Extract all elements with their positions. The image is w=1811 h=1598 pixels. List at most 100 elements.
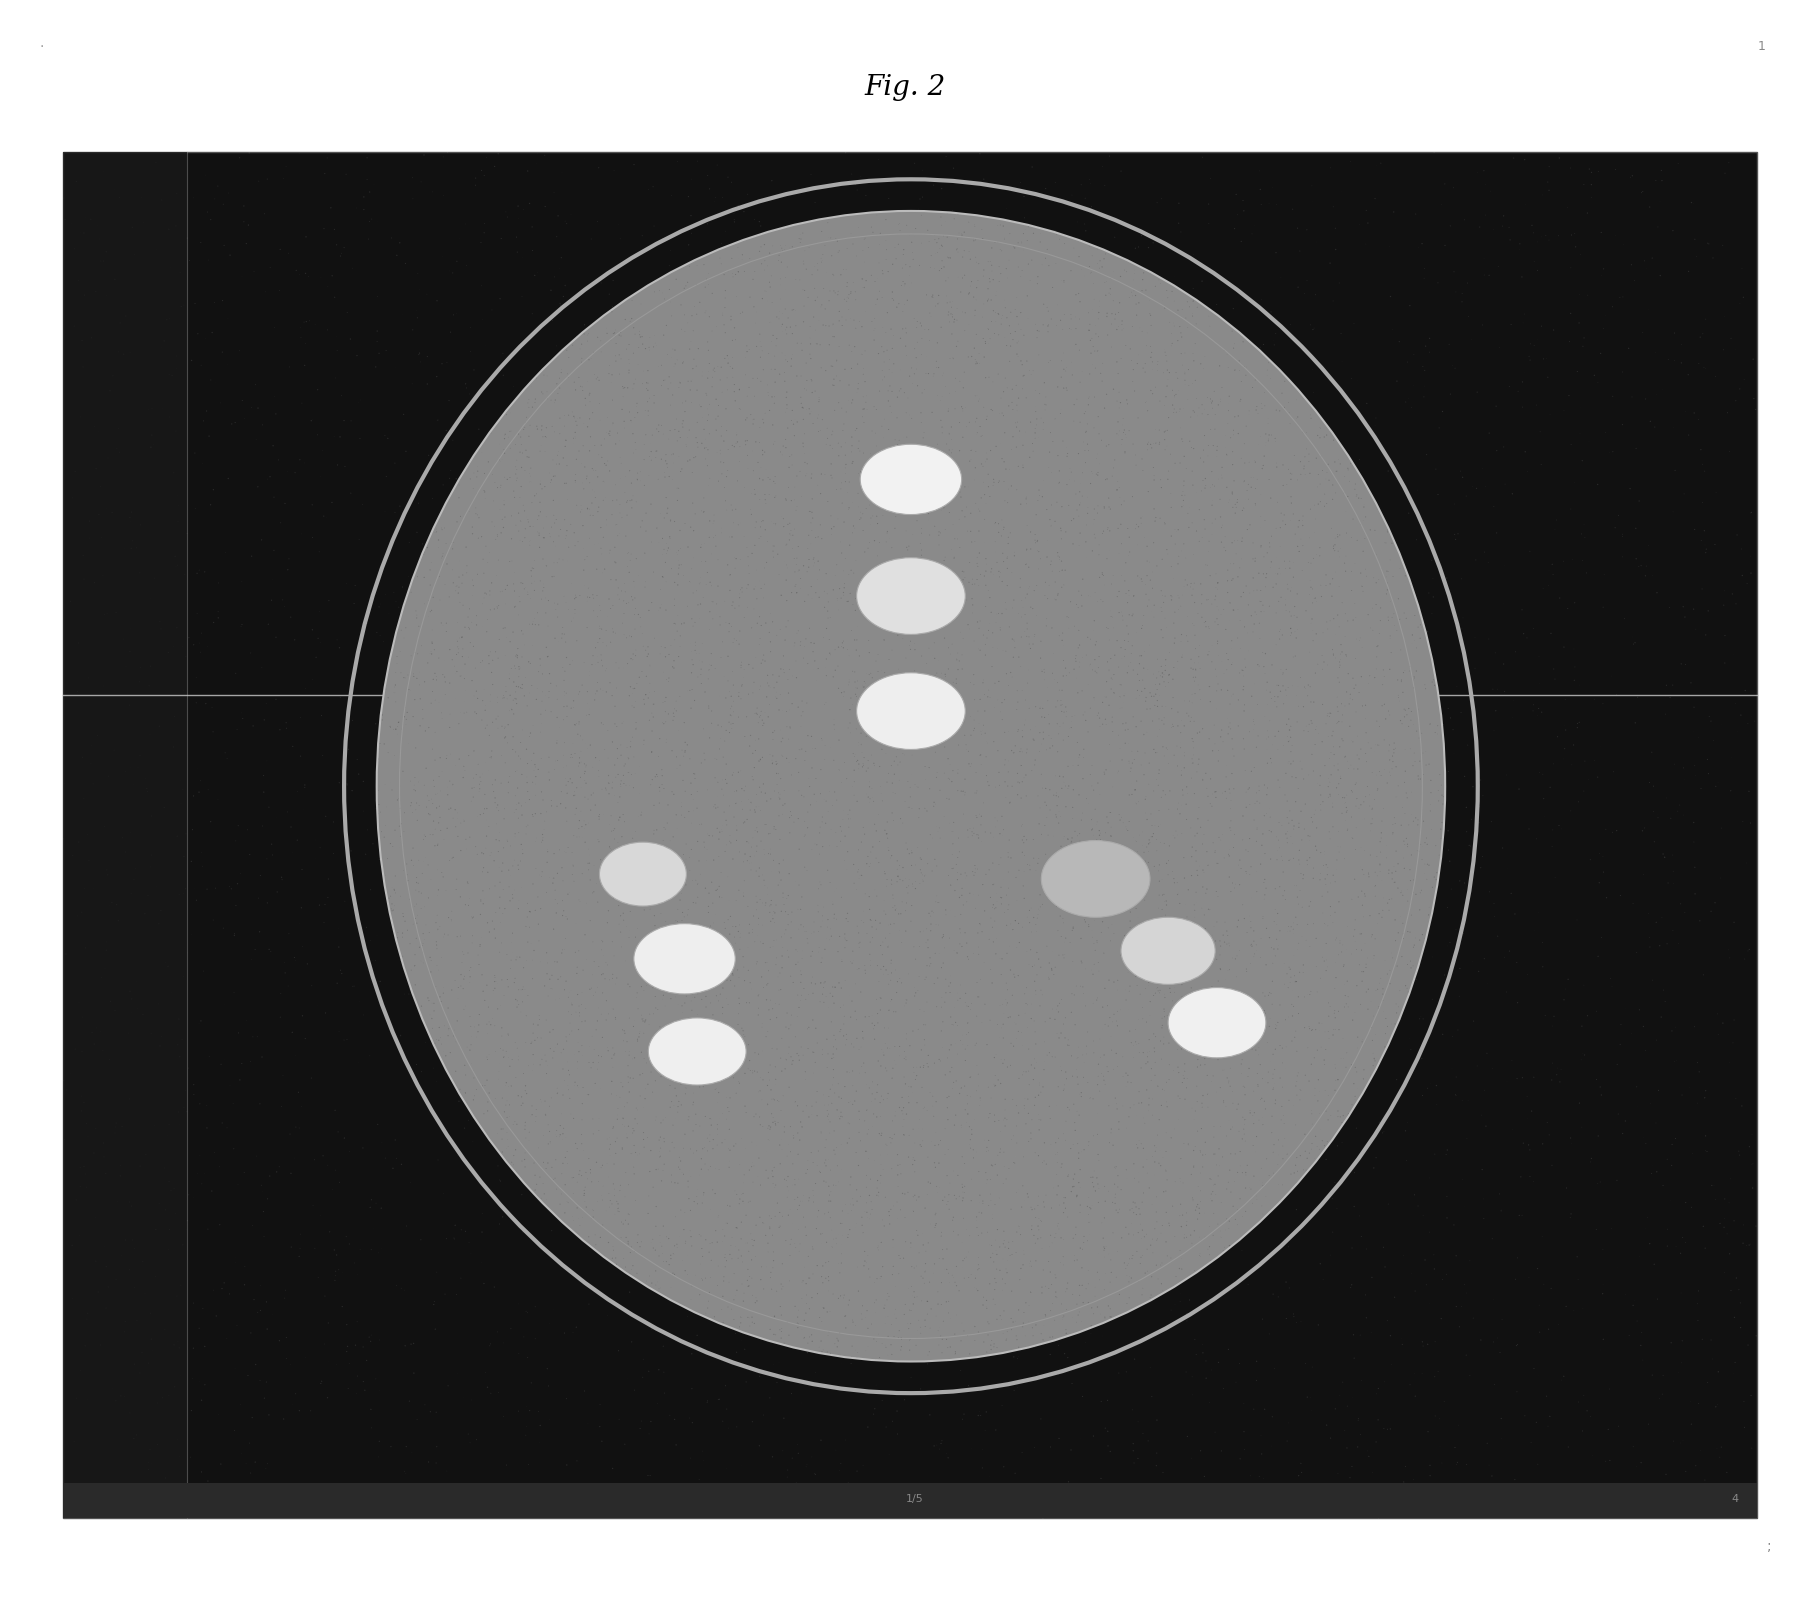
Point (1219, 834, 1248, 860)
Point (1215, 930, 1244, 956)
Point (228, 569, 257, 594)
Point (1369, 976, 1398, 1002)
Point (710, 1242, 739, 1267)
Point (1190, 507, 1219, 532)
Point (1246, 503, 1275, 529)
Point (1201, 935, 1230, 960)
Point (735, 911, 764, 936)
Point (663, 521, 692, 547)
Point (637, 422, 666, 447)
Point (1385, 556, 1414, 582)
Point (1047, 687, 1076, 713)
Point (561, 999, 590, 1024)
Point (525, 521, 554, 547)
Point (541, 730, 570, 756)
Point (1150, 427, 1179, 452)
Point (456, 467, 485, 492)
Point (683, 1138, 712, 1163)
Point (674, 1056, 703, 1082)
Point (775, 527, 804, 553)
Point (1126, 566, 1155, 591)
Point (1456, 1363, 1485, 1389)
Point (418, 631, 447, 657)
Point (1195, 388, 1224, 414)
Point (753, 252, 782, 278)
Point (107, 1114, 136, 1139)
Point (739, 1227, 768, 1253)
Point (225, 813, 254, 839)
Point (1251, 916, 1280, 941)
Point (726, 435, 755, 460)
Point (960, 860, 989, 885)
Point (829, 1074, 858, 1099)
Point (357, 1187, 386, 1213)
Point (1139, 853, 1168, 879)
Point (862, 1080, 891, 1106)
Point (1032, 1183, 1061, 1208)
Point (382, 716, 411, 741)
Point (1279, 914, 1308, 940)
Point (886, 273, 915, 299)
Point (681, 1262, 710, 1288)
Point (967, 304, 996, 329)
Point (397, 678, 426, 703)
Point (1369, 1369, 1398, 1395)
Point (1161, 825, 1190, 850)
Point (1175, 574, 1204, 599)
Point (565, 336, 594, 361)
Point (714, 551, 743, 577)
Point (1282, 1039, 1311, 1064)
Point (906, 729, 934, 754)
Point (650, 1222, 679, 1248)
Point (599, 647, 628, 673)
Point (878, 882, 907, 908)
Point (1005, 644, 1034, 670)
Point (1001, 697, 1030, 722)
Point (965, 609, 994, 634)
Point (1396, 857, 1425, 882)
Point (1181, 823, 1210, 849)
Point (1380, 730, 1409, 756)
Point (945, 1184, 974, 1210)
Point (1326, 655, 1355, 681)
Point (891, 713, 920, 738)
Point (790, 646, 819, 671)
Point (310, 216, 339, 241)
Point (873, 714, 902, 740)
Point (706, 1042, 735, 1067)
Point (1145, 706, 1174, 732)
Point (1009, 839, 1038, 865)
Point (1391, 831, 1420, 857)
Point (1681, 762, 1710, 788)
Point (565, 938, 594, 964)
Point (954, 280, 983, 305)
Point (402, 807, 431, 833)
Point (1349, 959, 1378, 984)
Point (1603, 682, 1632, 708)
Point (237, 1213, 266, 1238)
Point (862, 1104, 891, 1130)
Point (951, 781, 980, 807)
Point (1199, 1141, 1228, 1167)
Point (1344, 486, 1373, 511)
Point (677, 935, 706, 960)
Point (748, 647, 777, 673)
Point (1090, 467, 1119, 492)
Point (654, 1058, 683, 1083)
Point (710, 1127, 739, 1152)
Point (927, 315, 956, 340)
Point (516, 721, 545, 746)
Point (1360, 927, 1389, 952)
Point (1150, 888, 1179, 914)
Point (820, 975, 849, 1000)
Point (647, 1494, 676, 1520)
Point (710, 1264, 739, 1290)
Point (831, 1032, 860, 1058)
Point (596, 836, 625, 861)
Point (1241, 1139, 1270, 1165)
Point (1157, 495, 1186, 521)
Point (951, 564, 980, 590)
Point (1125, 315, 1154, 340)
Point (225, 337, 254, 363)
Point (1174, 372, 1203, 398)
